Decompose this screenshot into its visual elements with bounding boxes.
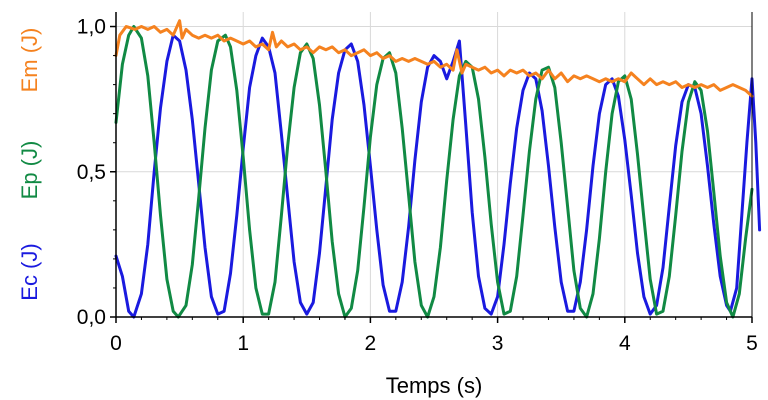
- x-tick-label-2: 2: [365, 332, 377, 355]
- y-axis-titles: Ec (J) Ep (J) Em (J): [17, 28, 42, 301]
- x-ticks: 0 1 2 3 4 5: [110, 317, 758, 355]
- y-axis-title-em-j: Em (J): [17, 28, 42, 93]
- series-group: [114, 19, 762, 319]
- series-line-ec-j: [114, 33, 762, 319]
- y-tick-label-1: 0,5: [77, 161, 106, 184]
- x-tick-label-5: 5: [746, 332, 758, 355]
- y-tick-label-0: 0,0: [77, 306, 106, 329]
- y-axis-title-ec-j: Ec (J): [17, 243, 42, 300]
- x-tick-label-4: 4: [619, 332, 631, 355]
- y-axis-title-ep-j: Ep (J): [17, 141, 42, 200]
- x-tick-label-0: 0: [110, 332, 122, 355]
- x-tick-label-1: 1: [237, 332, 249, 355]
- axes: [115, 12, 753, 318]
- x-axis-title: Temps (s): [386, 373, 483, 398]
- y-tick-label-2: 1,0: [77, 16, 106, 39]
- x-tick-label-3: 3: [492, 332, 504, 355]
- series-line-ep-j: [114, 25, 754, 319]
- series-line-em-j: [114, 19, 754, 98]
- y-ticks: 0,0 0,5 1,0: [77, 16, 116, 329]
